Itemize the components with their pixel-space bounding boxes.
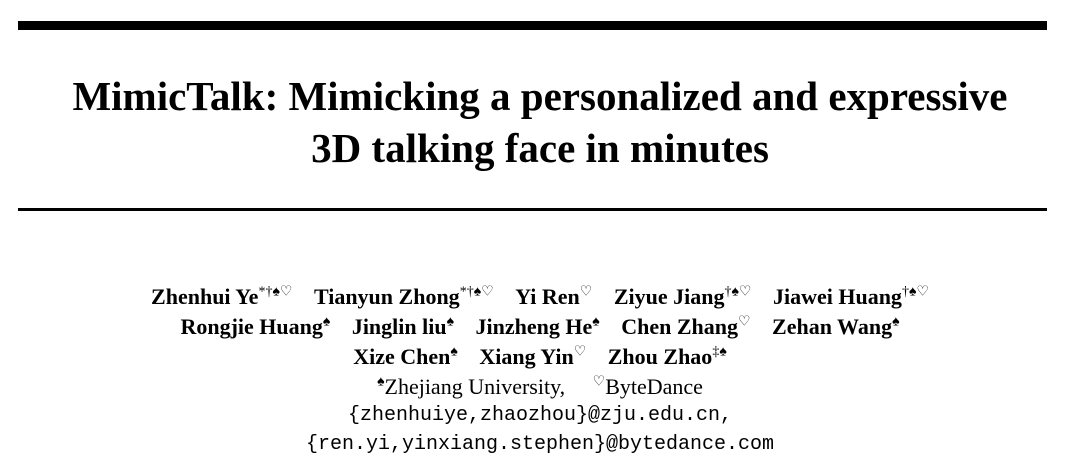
author: Ziyue Jiang†♠♡ — [613, 284, 752, 309]
author-block: Zhenhui Ye*†♠♡ Tianyun Zhong*†♠♡ Yi Ren♡… — [0, 282, 1080, 459]
author: Xize Chen♠ — [353, 344, 458, 369]
author: Zehan Wang♠ — [772, 314, 900, 339]
author: Yi Ren♡ — [515, 284, 593, 309]
author: Zhenhui Ye*†♠♡ — [151, 284, 293, 309]
author: Chen Zhang♡ — [621, 314, 751, 339]
email-line: {zhenhuiye,zhaozhou}@zju.edu.cn, — [347, 404, 733, 427]
title-line-1: MimicTalk: Mimicking a personalized and … — [72, 73, 1008, 119]
author: Jiawei Huang†♠♡ — [772, 284, 929, 309]
affiliation-mark: ♠ — [377, 374, 385, 390]
paper-title: MimicTalk: Mimicking a personalized and … — [0, 70, 1080, 174]
author: Tianyun Zhong*†♠♡ — [313, 284, 494, 309]
email-line: {ren.yi,yinxiang.stephen}@bytedance.com — [305, 433, 775, 456]
author: Xiang Yin♡ — [479, 344, 587, 369]
author-list: Zhenhui Ye*†♠♡ Tianyun Zhong*†♠♡ Yi Ren♡… — [0, 282, 1080, 372]
author: Jinzheng He♠ — [475, 314, 600, 339]
author: Rongjie Huang♠ — [180, 314, 331, 339]
bottom-rule — [18, 208, 1047, 211]
author: Zhou Zhao‡♠ — [607, 344, 727, 369]
author: Jinglin liu♠ — [351, 314, 455, 339]
affiliation: Zhejiang University, — [384, 374, 566, 399]
affiliations: ♠Zhejiang University, ♡ByteDance {zhenhu… — [0, 372, 1080, 459]
top-rule — [18, 21, 1047, 30]
affiliation: ByteDance — [605, 374, 703, 399]
title-line-2: 3D talking face in minutes — [311, 125, 769, 171]
affiliation-mark: ♡ — [592, 374, 606, 390]
